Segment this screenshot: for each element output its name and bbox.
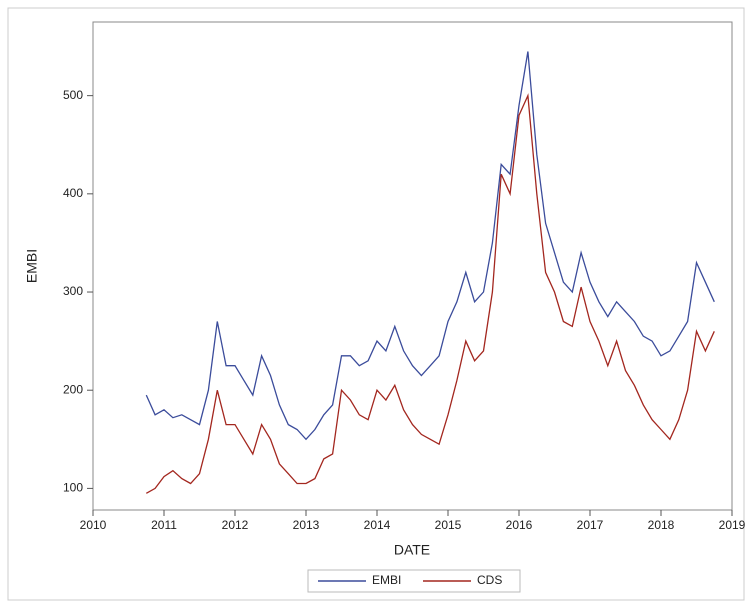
- x-axis-label: DATE: [394, 542, 430, 558]
- line: [145, 51, 715, 441]
- y-tick-label: 400: [63, 186, 83, 200]
- outer-frame: [7, 7, 745, 601]
- y-tick-label: 300: [63, 284, 83, 298]
- legend-box: [307, 569, 521, 593]
- y-tick-label: 200: [63, 382, 83, 396]
- line: [145, 93, 715, 494]
- x-tick-label: 2016: [506, 518, 533, 532]
- x-tick-label: 2019: [719, 518, 746, 532]
- plot-frame: [92, 21, 733, 511]
- x-tick-label: 2018: [648, 518, 675, 532]
- x-tick-label: 2013: [293, 518, 320, 532]
- x-tick-label: 2015: [435, 518, 462, 532]
- x-tick-label: 2017: [577, 518, 604, 532]
- y-axis-label: EMBI: [24, 249, 40, 283]
- x-tick-label: 2012: [222, 518, 249, 532]
- x-tick-label: 2014: [364, 518, 391, 532]
- legend-label: EMBI: [372, 573, 401, 587]
- y-tick-label: 100: [63, 481, 83, 495]
- legend-label: CDS: [477, 573, 502, 587]
- x-tick-label: 2011: [151, 518, 177, 532]
- x-tick-label: 2010: [80, 518, 107, 532]
- y-tick-label: 500: [63, 88, 83, 102]
